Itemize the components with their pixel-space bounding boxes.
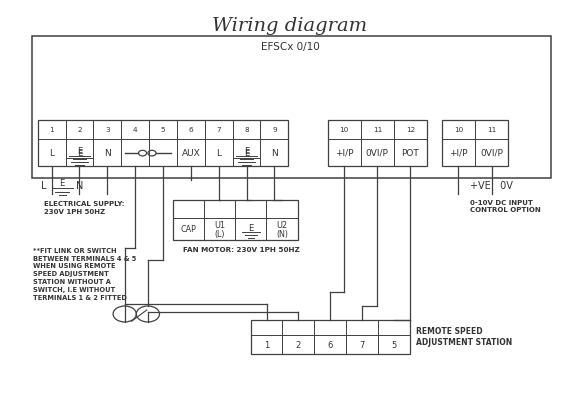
Text: 0VI/P: 0VI/P: [366, 149, 389, 158]
Text: 1: 1: [264, 341, 269, 350]
Text: 0-10V DC INPUT
CONTROL OPTION: 0-10V DC INPUT CONTROL OPTION: [470, 200, 541, 214]
Bar: [38, 120, 288, 166]
Text: Wiring diagram: Wiring diagram: [212, 17, 368, 35]
Text: L: L: [41, 181, 46, 191]
Text: AUX: AUX: [182, 149, 200, 158]
Text: 2: 2: [296, 341, 301, 350]
Text: 11: 11: [487, 127, 496, 133]
Text: 6: 6: [188, 127, 193, 133]
Bar: [32, 36, 551, 178]
Bar: [251, 320, 410, 354]
Text: 10: 10: [340, 127, 349, 133]
Text: **FIT LINK OR SWITCH
BETWEEN TERMINALS 4 & 5
WHEN USING REMOTE
SPEED ADJUSTMENT
: **FIT LINK OR SWITCH BETWEEN TERMINALS 4…: [33, 248, 136, 300]
Text: +VE   0V: +VE 0V: [470, 181, 513, 191]
Text: 6: 6: [328, 341, 333, 350]
Text: U2
(N): U2 (N): [276, 221, 288, 239]
Text: L: L: [216, 149, 221, 158]
Text: +I/P: +I/P: [335, 149, 353, 158]
Text: 2: 2: [77, 127, 82, 133]
Text: E: E: [77, 149, 82, 158]
Text: CAP: CAP: [180, 226, 197, 234]
Text: 0VI/P: 0VI/P: [480, 149, 503, 158]
Text: N: N: [104, 149, 111, 158]
Text: N: N: [271, 149, 278, 158]
Text: REMOTE SPEED
ADJUSTMENT STATION: REMOTE SPEED ADJUSTMENT STATION: [416, 327, 512, 347]
Text: E: E: [77, 147, 82, 156]
Text: 5: 5: [161, 127, 165, 133]
Text: 1: 1: [49, 127, 54, 133]
Text: 7: 7: [216, 127, 221, 133]
Text: E: E: [244, 147, 249, 156]
Text: 12: 12: [406, 127, 415, 133]
Text: 3: 3: [105, 127, 110, 133]
Text: ELECTRICAL SUPPLY:
230V 1PH 50HZ: ELECTRICAL SUPPLY: 230V 1PH 50HZ: [44, 201, 124, 215]
Text: E: E: [248, 224, 253, 233]
Text: 11: 11: [373, 127, 382, 133]
Text: 10: 10: [454, 127, 463, 133]
Text: 8: 8: [244, 127, 249, 133]
Text: +I/P: +I/P: [450, 149, 467, 158]
Text: 4: 4: [133, 127, 137, 133]
Text: 7: 7: [360, 341, 365, 350]
Text: 5: 5: [392, 341, 397, 350]
Text: FAN MOTOR: 230V 1PH 50HZ: FAN MOTOR: 230V 1PH 50HZ: [183, 247, 299, 253]
Text: E: E: [244, 149, 249, 158]
Bar: [442, 120, 508, 166]
Bar: [328, 120, 427, 166]
Text: U1
(L): U1 (L): [214, 221, 225, 239]
Bar: [173, 200, 298, 240]
Text: L: L: [49, 149, 54, 158]
Text: EFSCx 0/10: EFSCx 0/10: [260, 42, 320, 52]
Text: POT: POT: [401, 149, 419, 158]
Text: 9: 9: [272, 127, 277, 133]
Text: E: E: [59, 180, 65, 188]
Text: N: N: [76, 181, 83, 191]
